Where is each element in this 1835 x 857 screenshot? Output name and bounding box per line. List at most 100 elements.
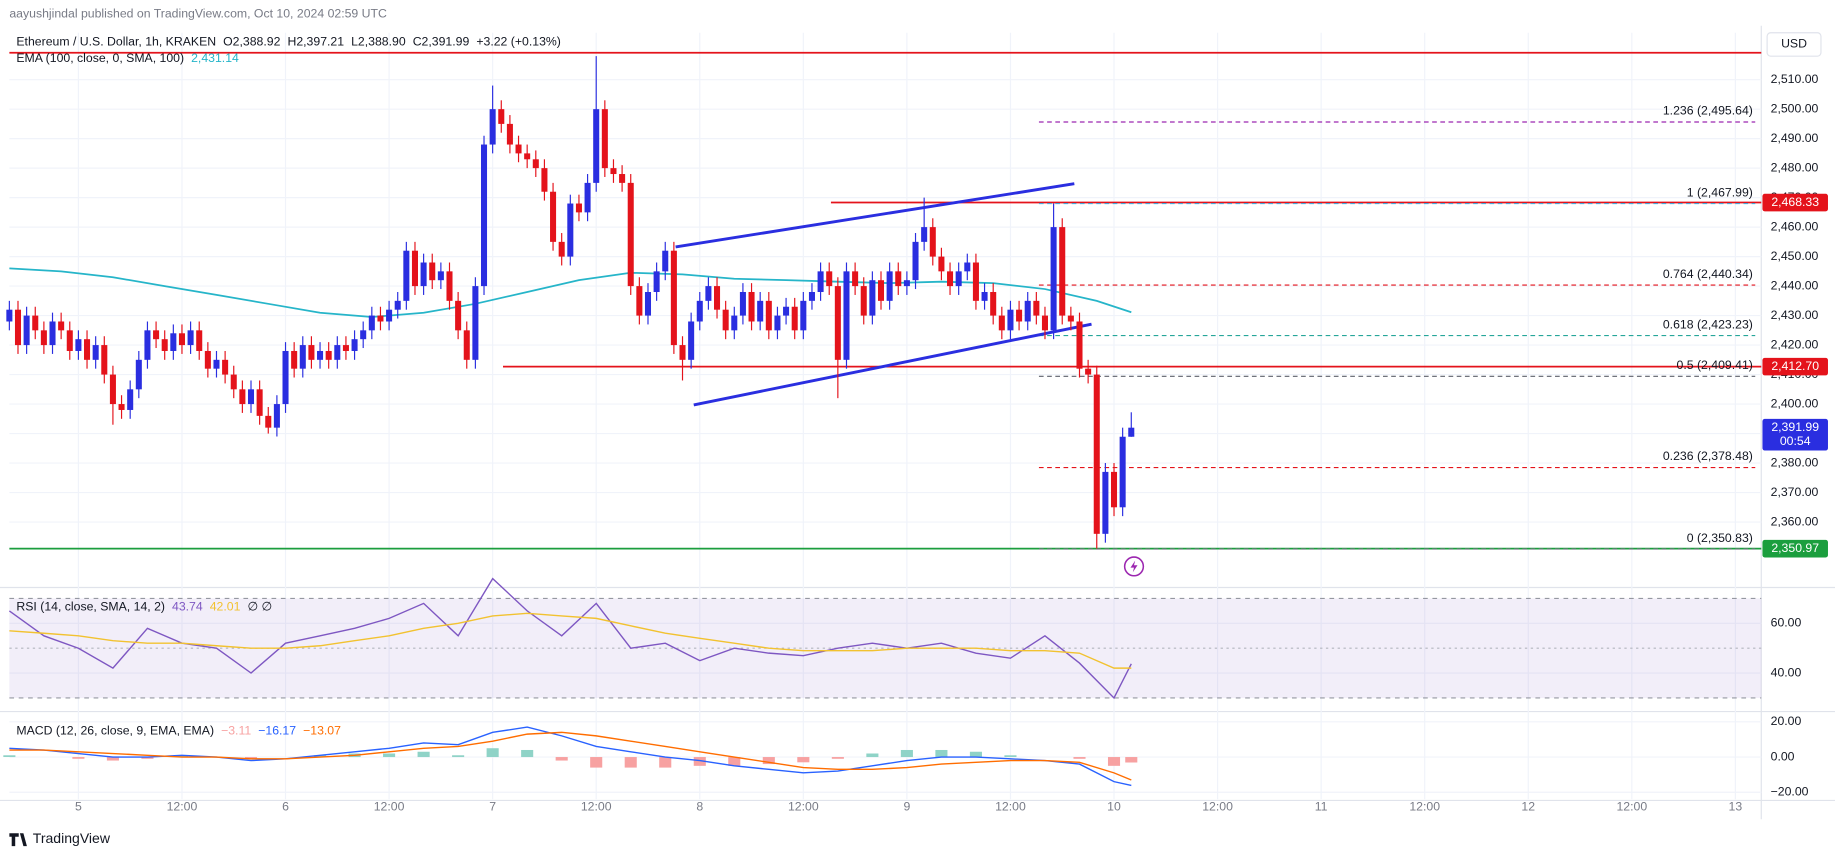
- trendline: [675, 182, 1075, 249]
- candle-body: [1067, 315, 1074, 322]
- candle-body: [541, 168, 548, 192]
- publisher: aayushjindal published on TradingView.co…: [9, 6, 387, 20]
- candle-body: [109, 374, 116, 405]
- price-tag: [1762, 193, 1828, 212]
- candle-body: [1033, 300, 1040, 316]
- candle-body: [14, 309, 22, 346]
- candle-body: [929, 227, 936, 257]
- y-tick-label: 2,370.00: [1771, 485, 1819, 499]
- currency-box[interactable]: [1766, 32, 1822, 57]
- candle-body: [610, 168, 617, 175]
- candle-body: [239, 389, 246, 405]
- y-tick-label: 2,360.00: [1771, 514, 1819, 528]
- candle-body: [886, 271, 893, 301]
- candle-body: [765, 300, 772, 331]
- macd-hist-bar: [659, 757, 672, 768]
- macd-hist-bar: [831, 757, 844, 759]
- macd-hist-bar: [72, 757, 85, 759]
- candle-body: [731, 315, 738, 331]
- candle-body: [368, 315, 375, 331]
- logo-text[interactable]: TradingView: [33, 830, 111, 846]
- y-tick-label: −20.00: [1771, 785, 1809, 799]
- candle-body: [178, 333, 185, 346]
- candle-body: [101, 345, 108, 375]
- candle-body: [1076, 321, 1083, 369]
- candle-body: [299, 345, 306, 369]
- candle-body: [636, 286, 643, 316]
- x-tick-label: 12: [1521, 800, 1535, 814]
- rsi-band: [9, 598, 1762, 698]
- candle-body: [515, 144, 522, 154]
- macd-hist-bar: [624, 757, 637, 768]
- candle-body: [161, 339, 168, 351]
- candle-body: [144, 330, 151, 360]
- macd-hist-bar: [1125, 757, 1138, 763]
- x-tick-label: 9: [903, 800, 910, 814]
- candle-body: [990, 291, 997, 316]
- x-tick-label: 12:00: [167, 800, 198, 814]
- candle-body: [1050, 227, 1057, 331]
- candle-body: [23, 315, 30, 346]
- candle-body: [843, 271, 850, 360]
- x-tick-label: 12:00: [995, 800, 1026, 814]
- rsi-ma-value: 42.01: [210, 600, 241, 614]
- candle-body: [705, 286, 712, 301]
- candle-body: [282, 350, 289, 405]
- candle-body: [480, 144, 488, 287]
- fib-label: 1 (2,467.99): [1687, 185, 1753, 199]
- logo[interactable]: TradingView: [9, 830, 111, 847]
- candle-body: [411, 250, 418, 287]
- macd-hist-bar: [175, 755, 189, 758]
- x-tick-label: 8: [696, 800, 703, 814]
- candle-body: [860, 286, 867, 316]
- candle-body: [791, 306, 798, 331]
- candle-body: [420, 262, 427, 287]
- candle-body: [739, 291, 746, 316]
- candle-body: [1041, 315, 1048, 331]
- candle-body: [6, 309, 13, 322]
- candle-body: [351, 339, 358, 351]
- y-tick-label: 2,480.00: [1771, 160, 1819, 174]
- trendline: [693, 322, 1092, 407]
- y-tick-label: 2,510.00: [1771, 72, 1819, 86]
- currency[interactable]: USD: [1781, 37, 1807, 51]
- y-tick-label: 2,400.00: [1771, 396, 1819, 410]
- rsi-line: [9, 612, 1132, 669]
- alert-icon[interactable]: [1123, 556, 1145, 577]
- ohlc-value: O2,388.92: [223, 34, 280, 48]
- ema-name: EMA (100, close, 0, SMA, 100): [16, 51, 184, 65]
- candle-body: [938, 256, 945, 272]
- candle-body: [187, 330, 194, 346]
- chart-title: Ethereum / U.S. Dollar, 1h, KRAKEN: [16, 34, 216, 48]
- candle-body: [472, 286, 479, 360]
- candle-body: [334, 345, 341, 360]
- candle-body: [593, 109, 600, 183]
- candle-body: [118, 404, 125, 410]
- signal-line: [9, 731, 1132, 781]
- ohlc-value: C2,391.99: [413, 34, 470, 48]
- candle-body: [360, 330, 367, 340]
- candle-body: [40, 330, 47, 346]
- macd-hist-bar: [1004, 755, 1017, 758]
- candle-body: [627, 182, 634, 287]
- macd-hist-bar: [452, 755, 465, 758]
- candle-body: [49, 321, 56, 346]
- candle-body: [92, 345, 99, 360]
- candle-body: [256, 389, 263, 416]
- candle-body: [644, 291, 652, 316]
- candle-body: [386, 309, 393, 322]
- candle-body: [774, 315, 781, 331]
- candle-body: [800, 300, 807, 331]
- candle-body: [524, 153, 531, 160]
- fib-label: 0.236 (2,378.48): [1663, 449, 1753, 463]
- candle-body: [170, 333, 177, 351]
- x-tick-label: 5: [75, 800, 82, 814]
- candle-body: [489, 109, 496, 145]
- y-tick-label: 40.00: [1771, 665, 1802, 679]
- candle-body: [877, 280, 885, 301]
- candle-body: [532, 159, 539, 169]
- candle-body: [869, 280, 876, 316]
- candle-body: [273, 404, 280, 428]
